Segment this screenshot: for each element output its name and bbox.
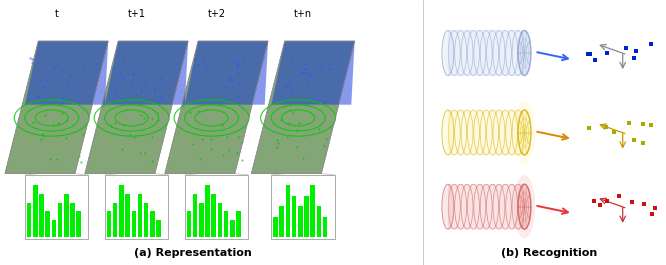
Bar	[292, 196, 296, 237]
Bar	[131, 211, 136, 237]
Bar	[218, 203, 222, 237]
Bar	[157, 220, 161, 237]
Ellipse shape	[442, 184, 454, 229]
Bar	[107, 211, 111, 237]
Ellipse shape	[518, 110, 531, 155]
Bar	[272, 175, 335, 238]
Bar	[316, 206, 321, 237]
Bar	[58, 203, 63, 237]
Bar	[448, 110, 525, 155]
Text: t+n: t+n	[294, 9, 312, 19]
Bar	[33, 185, 37, 237]
Bar	[273, 217, 278, 237]
Bar	[224, 211, 228, 237]
Polygon shape	[5, 41, 108, 174]
Polygon shape	[185, 41, 268, 105]
Text: (b) Recognition: (b) Recognition	[501, 248, 597, 258]
Bar	[236, 211, 241, 237]
Bar	[448, 30, 525, 76]
Ellipse shape	[442, 30, 454, 76]
Bar	[205, 185, 210, 237]
Ellipse shape	[513, 175, 535, 238]
Bar	[64, 194, 69, 237]
Text: t+1: t+1	[127, 9, 146, 19]
Bar	[193, 194, 197, 237]
Polygon shape	[165, 41, 268, 174]
Bar	[323, 217, 328, 237]
Bar	[186, 211, 191, 237]
Text: t: t	[55, 9, 59, 19]
Polygon shape	[272, 41, 355, 105]
Bar	[138, 194, 143, 237]
Bar	[304, 196, 309, 237]
Polygon shape	[252, 41, 355, 174]
Polygon shape	[105, 41, 188, 105]
Polygon shape	[25, 41, 108, 105]
Bar	[150, 211, 155, 237]
Bar	[25, 175, 88, 238]
Bar	[211, 194, 216, 237]
Ellipse shape	[442, 110, 454, 155]
Bar	[448, 184, 525, 229]
Bar	[199, 203, 204, 237]
Bar	[280, 206, 284, 237]
Bar	[144, 203, 149, 237]
Bar	[185, 175, 248, 238]
Bar	[119, 185, 124, 237]
Bar	[310, 185, 315, 237]
Ellipse shape	[518, 184, 531, 229]
Bar	[77, 211, 81, 237]
Ellipse shape	[518, 30, 531, 76]
Bar	[125, 194, 130, 237]
Bar	[286, 185, 290, 237]
Bar	[105, 175, 168, 238]
Text: t+2: t+2	[207, 9, 226, 19]
Ellipse shape	[513, 101, 535, 164]
Bar	[70, 203, 75, 237]
Bar	[27, 203, 31, 237]
Bar	[39, 194, 44, 237]
Text: (a) Representation: (a) Representation	[135, 248, 252, 258]
Bar	[298, 206, 302, 237]
Bar	[51, 220, 56, 237]
Bar	[113, 203, 117, 237]
Polygon shape	[85, 41, 188, 174]
Bar	[230, 220, 234, 237]
Bar	[45, 211, 50, 237]
